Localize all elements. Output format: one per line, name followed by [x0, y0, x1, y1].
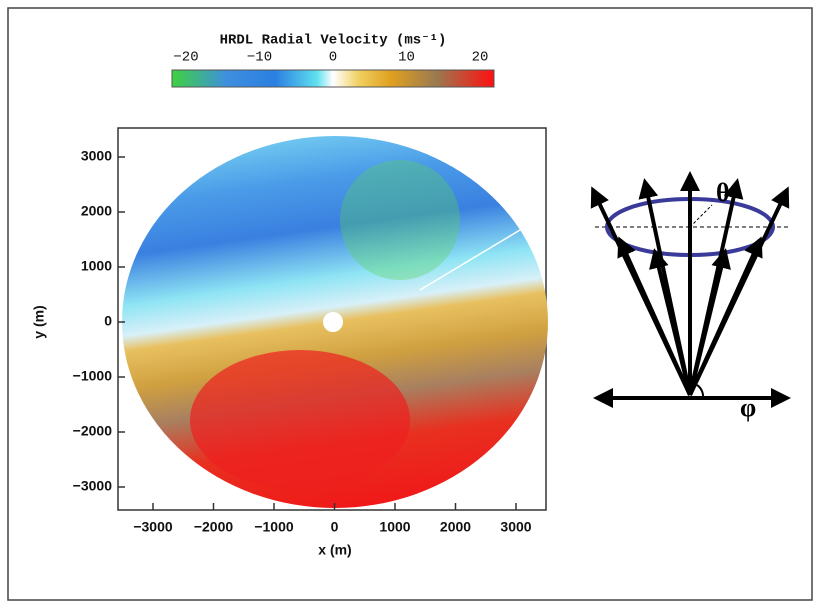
dashed-line — [689, 204, 713, 228]
x-tick-label: 2000 — [440, 519, 471, 535]
cone-diagram — [590, 171, 791, 408]
beam-line — [419, 229, 521, 291]
colorbar-title: HRDL Radial Velocity (ms⁻¹) — [220, 33, 447, 49]
x-tick-label: −2000 — [194, 519, 234, 535]
colorbar-tick-label: −10 — [247, 50, 272, 66]
axes: −3000 −2000 −1000 0 1000 2000 3000 3000 2000 1000… — [73, 148, 532, 535]
y-tick-label: 0 — [104, 313, 112, 329]
y-tick-label: 2000 — [81, 203, 112, 219]
arrow — [688, 236, 763, 396]
arrow — [649, 248, 692, 396]
colorbar-tick-label: 0 — [329, 50, 337, 66]
x-tick-label: −3000 — [133, 519, 173, 535]
angle-arc — [696, 384, 705, 399]
colorbar-tick-label: 20 — [472, 50, 489, 66]
x-tick-label: 1000 — [379, 519, 410, 535]
arrow — [688, 248, 731, 396]
x-tick-label: 0 — [331, 519, 339, 535]
x-axis-label: x (m) — [318, 542, 351, 558]
colorbar-tick-label: 10 — [398, 50, 415, 66]
y-tick-label: −2000 — [73, 423, 113, 439]
radar-scan-region — [190, 350, 410, 490]
y-tick-label: 1000 — [81, 258, 112, 274]
x-tick-label: 3000 — [500, 519, 531, 535]
arrow — [617, 236, 692, 396]
y-axis-label: y (m) — [31, 305, 47, 338]
radar-scan-region — [340, 160, 460, 280]
colorbar — [171, 69, 495, 88]
frame — [7, 7, 813, 601]
colorbar-tick-label: −20 — [173, 50, 198, 66]
y-tick-label: −3000 — [73, 478, 113, 494]
x-tick-label: −1000 — [254, 519, 294, 535]
y-tick-label: 3000 — [81, 148, 112, 164]
phi-label: φ — [740, 393, 756, 422]
y-tick-label: −1000 — [73, 368, 113, 384]
colorbar-ticks: −20 −10 0 10 20 — [173, 50, 488, 66]
center — [323, 312, 343, 332]
theta-label: θ — [716, 178, 730, 207]
